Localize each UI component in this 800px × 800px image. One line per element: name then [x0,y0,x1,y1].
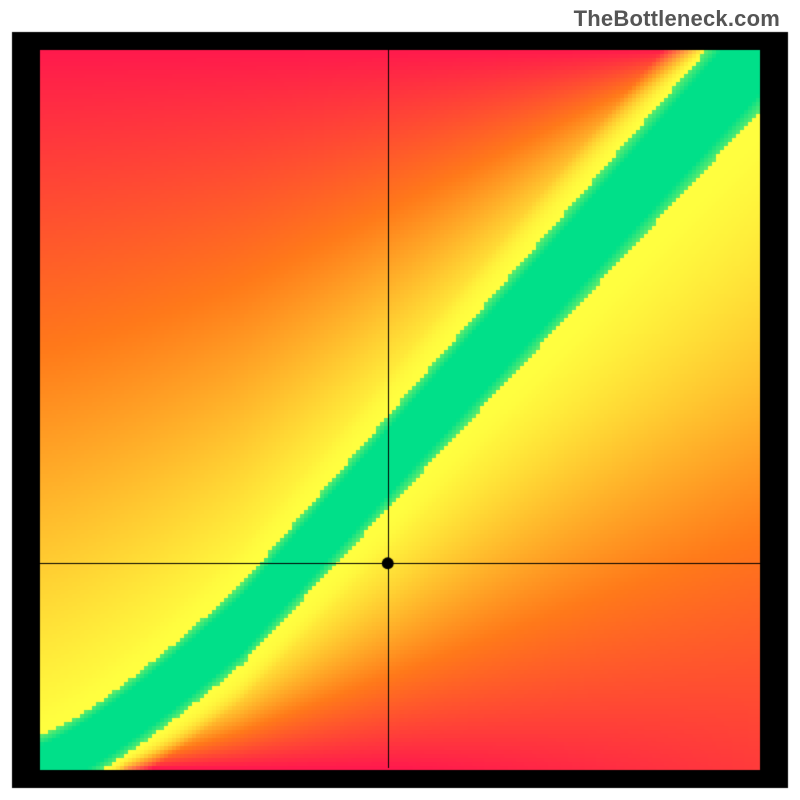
bottleneck-heatmap [0,0,800,800]
attribution-label: TheBottleneck.com [574,6,780,32]
